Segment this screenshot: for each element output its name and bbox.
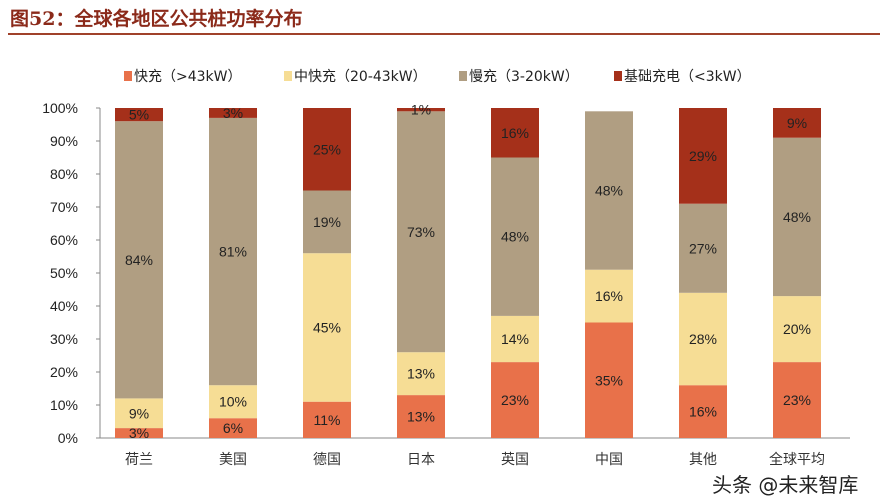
data-label: 29% bbox=[689, 148, 717, 164]
data-label: 35% bbox=[595, 372, 623, 388]
bar-segment bbox=[115, 428, 163, 438]
data-label: 81% bbox=[219, 244, 247, 260]
data-label: 84% bbox=[125, 252, 153, 268]
bar-segment bbox=[209, 385, 257, 419]
bar-segment bbox=[303, 190, 351, 254]
bar-segment bbox=[303, 108, 351, 191]
legend-label: 中快充（20-43kW） bbox=[294, 69, 427, 85]
x-tick-label: 英国 bbox=[501, 451, 529, 468]
bar-segment bbox=[773, 137, 821, 297]
bar-segment bbox=[115, 398, 163, 429]
x-tick-label: 荷兰 bbox=[125, 452, 153, 468]
y-tick-label: 60% bbox=[50, 232, 78, 248]
data-label: 16% bbox=[501, 125, 529, 141]
watermark: 头条 @未来智库 bbox=[712, 473, 859, 497]
y-tick-label: 80% bbox=[50, 166, 78, 182]
x-tick-label: 全球平均 bbox=[769, 451, 825, 468]
y-tick-label: 40% bbox=[50, 298, 78, 314]
data-label: 3% bbox=[223, 105, 243, 121]
data-label: 11% bbox=[314, 412, 341, 428]
data-label: 14% bbox=[501, 331, 529, 347]
legend-swatch bbox=[459, 71, 467, 81]
bar-segment bbox=[397, 395, 445, 438]
y-tick-label: 10% bbox=[50, 397, 78, 413]
y-tick-label: 100% bbox=[42, 100, 78, 116]
bar-segment bbox=[679, 108, 727, 204]
data-label: 27% bbox=[689, 240, 717, 256]
bar-segment bbox=[585, 111, 633, 270]
x-tick-label: 日本 bbox=[407, 452, 435, 468]
legend-swatch bbox=[284, 71, 292, 81]
bar-segment bbox=[397, 111, 445, 353]
data-label: 23% bbox=[501, 392, 529, 408]
data-label: 16% bbox=[595, 288, 623, 304]
legend-label: 基础充电（<3kW） bbox=[624, 68, 751, 85]
y-tick-label: 50% bbox=[50, 265, 78, 281]
data-label: 23% bbox=[783, 392, 811, 408]
x-tick-label: 中国 bbox=[595, 452, 623, 468]
data-label: 48% bbox=[783, 209, 811, 225]
bar-segment bbox=[679, 292, 727, 386]
legend-label: 慢充（3-20kW） bbox=[469, 68, 579, 85]
data-label: 9% bbox=[787, 115, 807, 131]
bar-segment bbox=[491, 315, 539, 363]
bar-segment bbox=[585, 269, 633, 323]
figure-title: 图52：全球各地区公共桩功率分布 bbox=[10, 8, 303, 30]
bar-segment bbox=[773, 108, 821, 138]
bar-segment bbox=[491, 108, 539, 158]
bar-segment bbox=[303, 401, 351, 438]
data-label: 48% bbox=[501, 229, 529, 245]
data-label: 16% bbox=[689, 404, 717, 420]
y-tick-label: 20% bbox=[50, 364, 78, 380]
x-tick-label: 美国 bbox=[219, 452, 247, 468]
data-label: 19% bbox=[313, 214, 341, 230]
data-label: 25% bbox=[313, 141, 341, 157]
legend-swatch bbox=[124, 71, 132, 81]
bar-segment bbox=[679, 203, 727, 293]
bar-segment bbox=[303, 253, 351, 402]
bar-segment bbox=[209, 418, 257, 438]
data-label: 45% bbox=[313, 319, 341, 335]
y-tick-label: 90% bbox=[50, 133, 78, 149]
legend-label: 快充（>43kW） bbox=[134, 69, 242, 85]
bar-segment bbox=[679, 385, 727, 438]
bar-segment bbox=[773, 296, 821, 363]
legend-swatch bbox=[614, 71, 622, 81]
bar-segment bbox=[397, 108, 445, 112]
bar-segment bbox=[491, 362, 539, 438]
data-label: 1% bbox=[411, 102, 431, 118]
data-label: 10% bbox=[219, 394, 247, 410]
x-tick-label: 其他 bbox=[689, 452, 717, 468]
title-rule bbox=[8, 33, 880, 35]
data-label: 9% bbox=[129, 405, 149, 421]
data-label: 73% bbox=[407, 224, 435, 240]
bar-segment bbox=[397, 352, 445, 396]
data-label: 6% bbox=[223, 420, 243, 436]
data-label: 13% bbox=[407, 366, 435, 382]
bar-segment bbox=[209, 117, 257, 386]
y-tick-label: 30% bbox=[50, 331, 78, 347]
bar-segment bbox=[585, 322, 633, 438]
y-tick-label: 70% bbox=[50, 199, 78, 215]
y-tick-label: 0% bbox=[58, 430, 78, 446]
bar-segment bbox=[115, 108, 163, 122]
data-label: 20% bbox=[783, 321, 811, 337]
data-label: 13% bbox=[407, 409, 435, 425]
data-label: 48% bbox=[595, 183, 623, 199]
bar-segment bbox=[209, 108, 257, 118]
x-tick-label: 德国 bbox=[313, 452, 341, 468]
data-label: 5% bbox=[129, 107, 149, 123]
bar-segment bbox=[491, 157, 539, 316]
data-label: 28% bbox=[689, 331, 717, 347]
bar-segment bbox=[773, 362, 821, 438]
bar-segment bbox=[115, 121, 163, 399]
data-label: 3% bbox=[129, 425, 149, 441]
